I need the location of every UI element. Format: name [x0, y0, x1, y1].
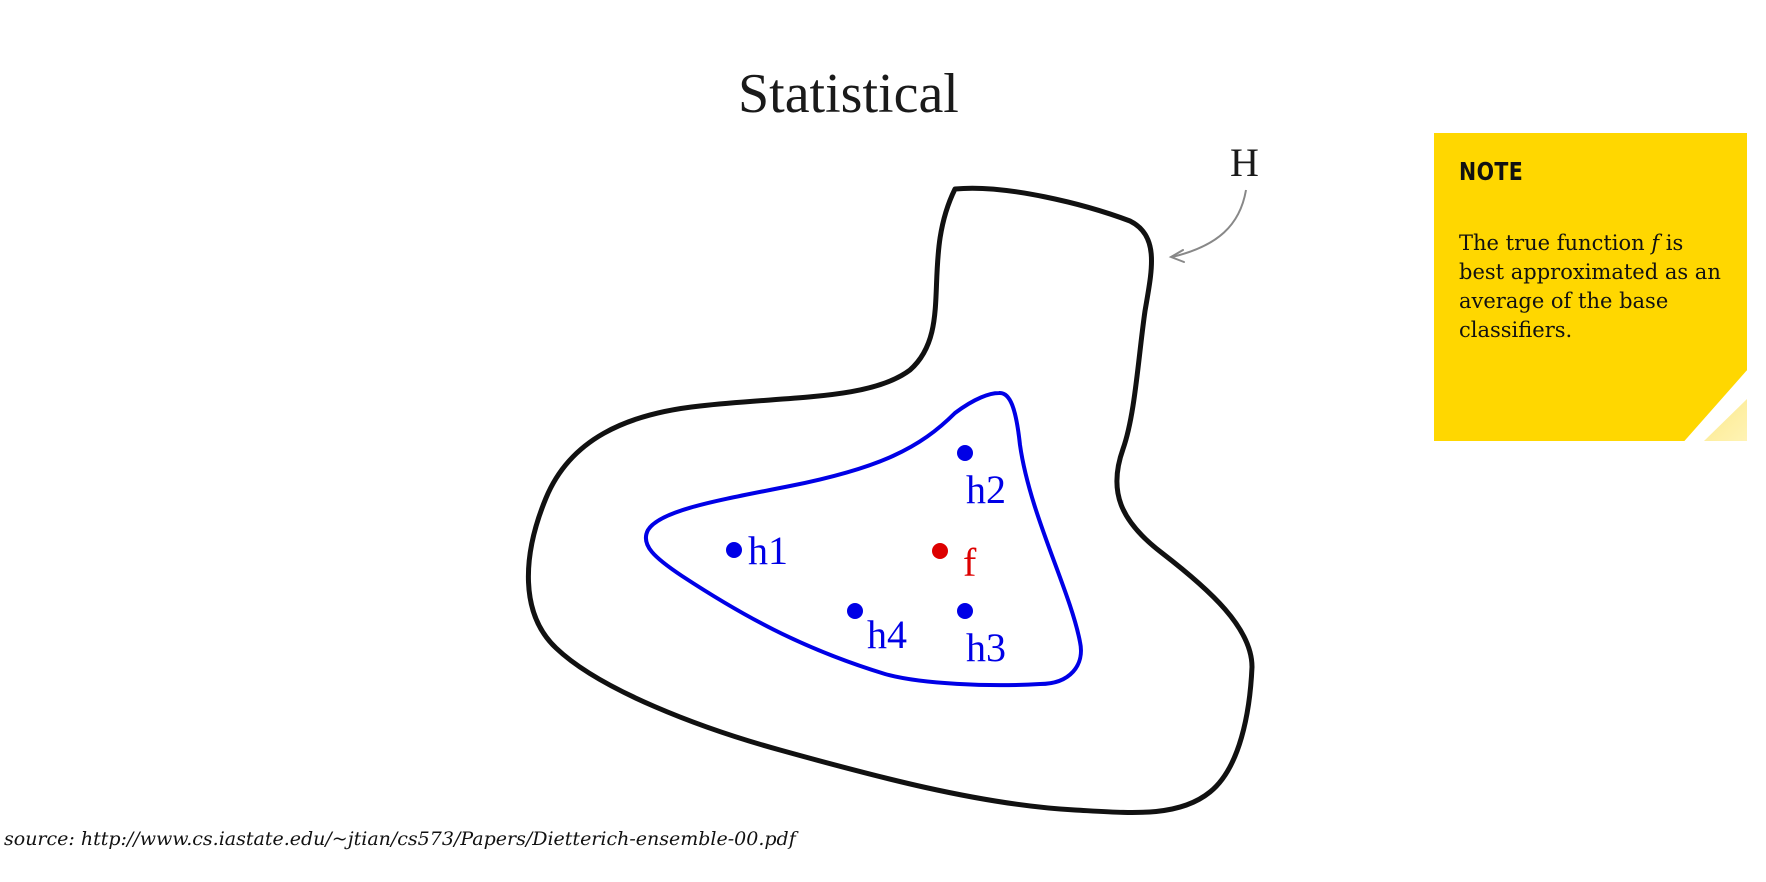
point-h1-label: h1 — [748, 528, 788, 573]
h-pointer-arrow — [1171, 189, 1247, 258]
point-h4-marker — [847, 603, 863, 619]
note-body: The true function f is best approximated… — [1459, 229, 1724, 345]
point-h4-label: h4 — [867, 612, 907, 657]
point-f-marker — [932, 543, 948, 559]
point-h2-label: h2 — [966, 467, 1006, 512]
hypothesis-space-boundary — [526, 185, 1255, 815]
point-h2-marker — [957, 445, 973, 461]
point-h3-label: h3 — [966, 625, 1006, 670]
note-heading: NOTE — [1459, 157, 1524, 186]
point-f-label: f — [963, 540, 977, 585]
note-body-text-start: The true function — [1459, 231, 1652, 255]
average-region-boundary — [643, 391, 1083, 688]
note-body-function: f — [1651, 231, 1660, 255]
note-body-text-end: is best approximated as an average of th… — [1459, 231, 1721, 342]
point-h1-marker — [726, 542, 742, 558]
source-citation: source: http://www.cs.iastate.edu/~jtian… — [4, 828, 796, 850]
diagram-title: Statistical — [738, 63, 959, 125]
h-pointer-arrowhead — [1168, 249, 1185, 263]
hypothesis-space-label: H — [1230, 140, 1259, 185]
note-card: NOTE The true function f is best approxi… — [1434, 133, 1747, 441]
point-h3-marker — [957, 603, 973, 619]
